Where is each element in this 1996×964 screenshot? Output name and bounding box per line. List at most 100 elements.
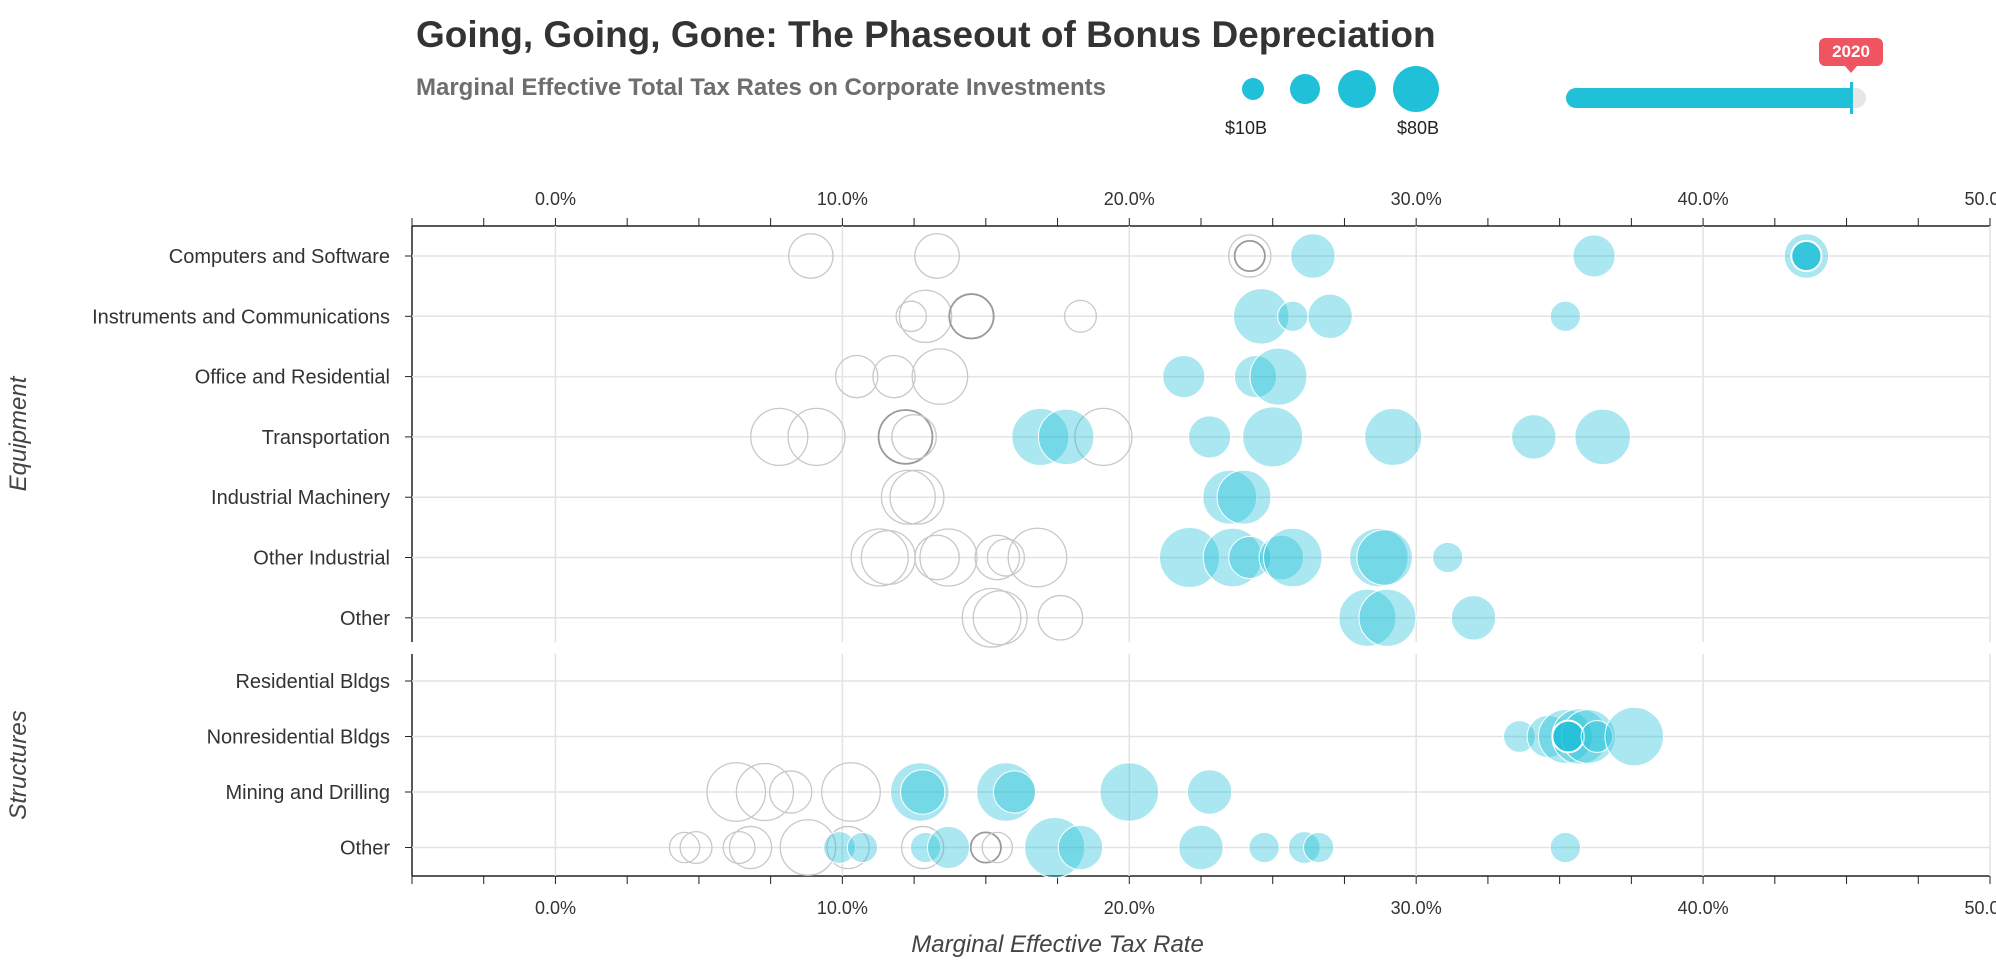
- data-bubble: [1186, 769, 1233, 815]
- bottom-axis-tick-label: 40.0%: [1678, 898, 1729, 918]
- ghost-bubble: [919, 528, 978, 587]
- data-bubble: [1503, 720, 1536, 753]
- year-slider-handle[interactable]: [1850, 82, 1853, 114]
- bottom-axis-tick-label: 50.0%: [1964, 898, 1996, 918]
- ghost-bubble: [900, 825, 945, 870]
- top-axis-tick-label: 50.0%: [1964, 189, 1996, 209]
- ghost-bubble: [911, 348, 969, 405]
- ghost-bubble: [722, 830, 756, 865]
- top-axis-tick-label: 20.0%: [1104, 189, 1155, 209]
- size-legend-dot-3: [1338, 70, 1376, 108]
- data-bubble: [1432, 541, 1464, 574]
- data-bubble: [1549, 831, 1582, 864]
- y-axis-category-label: Instruments and Communications: [92, 306, 390, 328]
- ghost-bubble: [821, 762, 881, 822]
- ghost-bubble: [914, 534, 960, 581]
- bottom-axis-tick-label: 30.0%: [1391, 898, 1442, 918]
- size-legend-dot-1: [1242, 78, 1264, 100]
- data-bubble: [1249, 347, 1308, 406]
- ghost-bubble: [728, 825, 773, 870]
- size-legend-min-label: $10B: [1225, 118, 1268, 138]
- ghost-bubble: [735, 762, 795, 822]
- ghost-bubble: [679, 830, 713, 865]
- ghost-bubble: [1007, 527, 1068, 588]
- year-slider[interactable]: 2020: [1560, 36, 1883, 126]
- size-legend: $10B $80B: [1195, 58, 1455, 138]
- data-bubble: [1233, 355, 1278, 399]
- ghost-bubble: [787, 233, 834, 279]
- data-bubble: [1099, 762, 1160, 822]
- data-bubble: [1159, 527, 1221, 588]
- data-bubble: [1024, 817, 1086, 878]
- ghost-bubble: [891, 414, 937, 460]
- data-bubble: [1358, 588, 1417, 647]
- ghost-bubble: [787, 407, 846, 467]
- data-bubble: [1580, 720, 1614, 753]
- data-bubble: [823, 831, 856, 864]
- ghost-bubble: [986, 538, 1026, 577]
- data-bubble: [1364, 407, 1423, 466]
- top-axis-tick-label: 30.0%: [1391, 189, 1442, 209]
- ghost-bubble: [974, 534, 1021, 581]
- data-bubble: [1057, 824, 1104, 871]
- data-bubble: [1258, 534, 1305, 581]
- size-legend-max-label: $80B: [1397, 118, 1440, 138]
- data-bubble: [1511, 414, 1557, 460]
- data-bubble: [1277, 300, 1309, 332]
- ghost-bubble: [969, 831, 1002, 864]
- ghost-bubble: [1037, 594, 1084, 641]
- data-bubble: [1356, 529, 1413, 586]
- data-bubble: [1037, 408, 1095, 466]
- ghost-bubble: [779, 819, 837, 876]
- y-axis-category-label: Other Industrial: [253, 548, 390, 570]
- bottom-axis-tick-label: 20.0%: [1104, 898, 1155, 918]
- ghost-bubble: [834, 354, 879, 399]
- data-bubble: [1216, 469, 1272, 525]
- data-bubble: [1202, 527, 1263, 588]
- x-axis-label: Marginal Effective Tax Rate: [911, 931, 1204, 958]
- data-bubble: [1263, 527, 1323, 588]
- data-bubble: [1228, 535, 1272, 580]
- ghost-bubble: [972, 590, 1028, 646]
- group-label: Equipment: [5, 375, 32, 491]
- chart-subtitle: Marginal Effective Total Tax Rates on Co…: [416, 74, 1106, 101]
- ghost-bubble: [668, 831, 701, 864]
- top-axis-tick-label: 40.0%: [1678, 189, 1729, 209]
- ghost-bubble: [961, 587, 1022, 648]
- ghost-bubble: [826, 825, 870, 870]
- data-bubble: [1242, 406, 1304, 468]
- size-legend-dot-2: [1290, 74, 1320, 104]
- data-bubble: [1248, 831, 1280, 864]
- data-bubble: [1604, 706, 1665, 767]
- bottom-axis-tick-label: 0.0%: [535, 898, 576, 918]
- data-bubble: [1188, 415, 1232, 459]
- ghost-bubble: [1228, 234, 1272, 278]
- ghost-bubble: [880, 469, 936, 525]
- y-axis-category-label: Nonresidential Bldgs: [207, 727, 390, 749]
- year-tooltip: 2020: [1819, 38, 1883, 73]
- ghost-bubble: [768, 770, 813, 814]
- y-axis-category-label: Mining and Drilling: [225, 782, 390, 804]
- data-bubble: [1290, 233, 1336, 279]
- data-bubble: [899, 769, 946, 815]
- top-axis-tick-label: 10.0%: [817, 189, 868, 209]
- data-bubble: [1450, 595, 1497, 641]
- data-bubble: [1307, 293, 1353, 340]
- data-bubble: [1349, 527, 1409, 588]
- y-axis-category-label: Office and Residential: [195, 367, 390, 389]
- y-axis-category-label: Other: [340, 608, 390, 630]
- ghost-bubble: [895, 300, 928, 333]
- ghost-bubble: [850, 528, 909, 587]
- top-axis-tick-label: 0.0%: [535, 189, 576, 209]
- ghost-bubble: [981, 831, 1014, 864]
- data-bubble: [1287, 831, 1321, 864]
- data-bubble: [1011, 407, 1070, 466]
- ghost-bubble: [1074, 407, 1133, 467]
- group-label: Structures: [5, 710, 32, 819]
- ghost-bubble: [948, 293, 995, 340]
- data-bubble: [1790, 239, 1823, 273]
- y-axis-category-label: Computers and Software: [169, 246, 390, 268]
- data-bubble: [909, 831, 942, 864]
- y-axis-category-label: Other: [340, 838, 390, 860]
